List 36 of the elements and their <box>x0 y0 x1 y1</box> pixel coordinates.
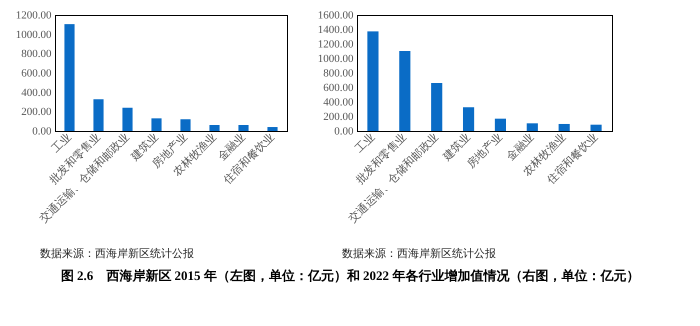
bar <box>238 125 249 131</box>
y-tick-label: 400.00 <box>323 96 354 108</box>
y-tick-label: 1000.00 <box>318 53 354 65</box>
y-tick-label: 1000.00 <box>16 28 52 41</box>
y-tick-label: 1600.00 <box>318 10 354 22</box>
y-tick-label: 1200.00 <box>318 38 354 50</box>
bar <box>399 51 410 131</box>
y-tick-label: 800.00 <box>21 48 52 60</box>
source-note: 数据来源：西海岸新区统计公报 <box>342 246 497 261</box>
bar <box>209 125 220 131</box>
bar <box>526 123 538 131</box>
bar <box>151 118 162 131</box>
y-tick-label: 600.00 <box>323 82 354 94</box>
bar <box>122 108 133 131</box>
bar <box>558 124 570 131</box>
caption: 图 2.6 西海岸新区 2015 年（左图，单位：亿元）和 2022 年各行业增加值情况（右图，单位：亿元） <box>60 267 640 285</box>
bar <box>180 119 191 131</box>
bar <box>267 127 278 131</box>
bar <box>93 99 104 131</box>
y-tick-label: 400.00 <box>21 86 52 99</box>
y-tick-label: 0.00 <box>32 126 52 138</box>
y-tick-label: 0.00 <box>334 126 354 138</box>
source-note: 数据来源：西海岸新区统计公报 <box>40 246 195 261</box>
y-tick-label: 1400.00 <box>318 24 354 36</box>
y-tick-label: 200.00 <box>21 106 52 118</box>
bar <box>367 31 379 131</box>
x-tick-label: 工业 <box>352 130 378 156</box>
bar <box>494 118 506 131</box>
bar <box>431 83 442 131</box>
y-tick-label: 200.00 <box>323 111 354 123</box>
bar <box>590 124 602 131</box>
bar <box>462 107 474 131</box>
y-tick-label: 1200.00 <box>16 10 52 22</box>
bar <box>64 24 75 131</box>
y-tick-label: 800.00 <box>323 68 354 80</box>
y-tick-label: 600.00 <box>21 68 52 80</box>
